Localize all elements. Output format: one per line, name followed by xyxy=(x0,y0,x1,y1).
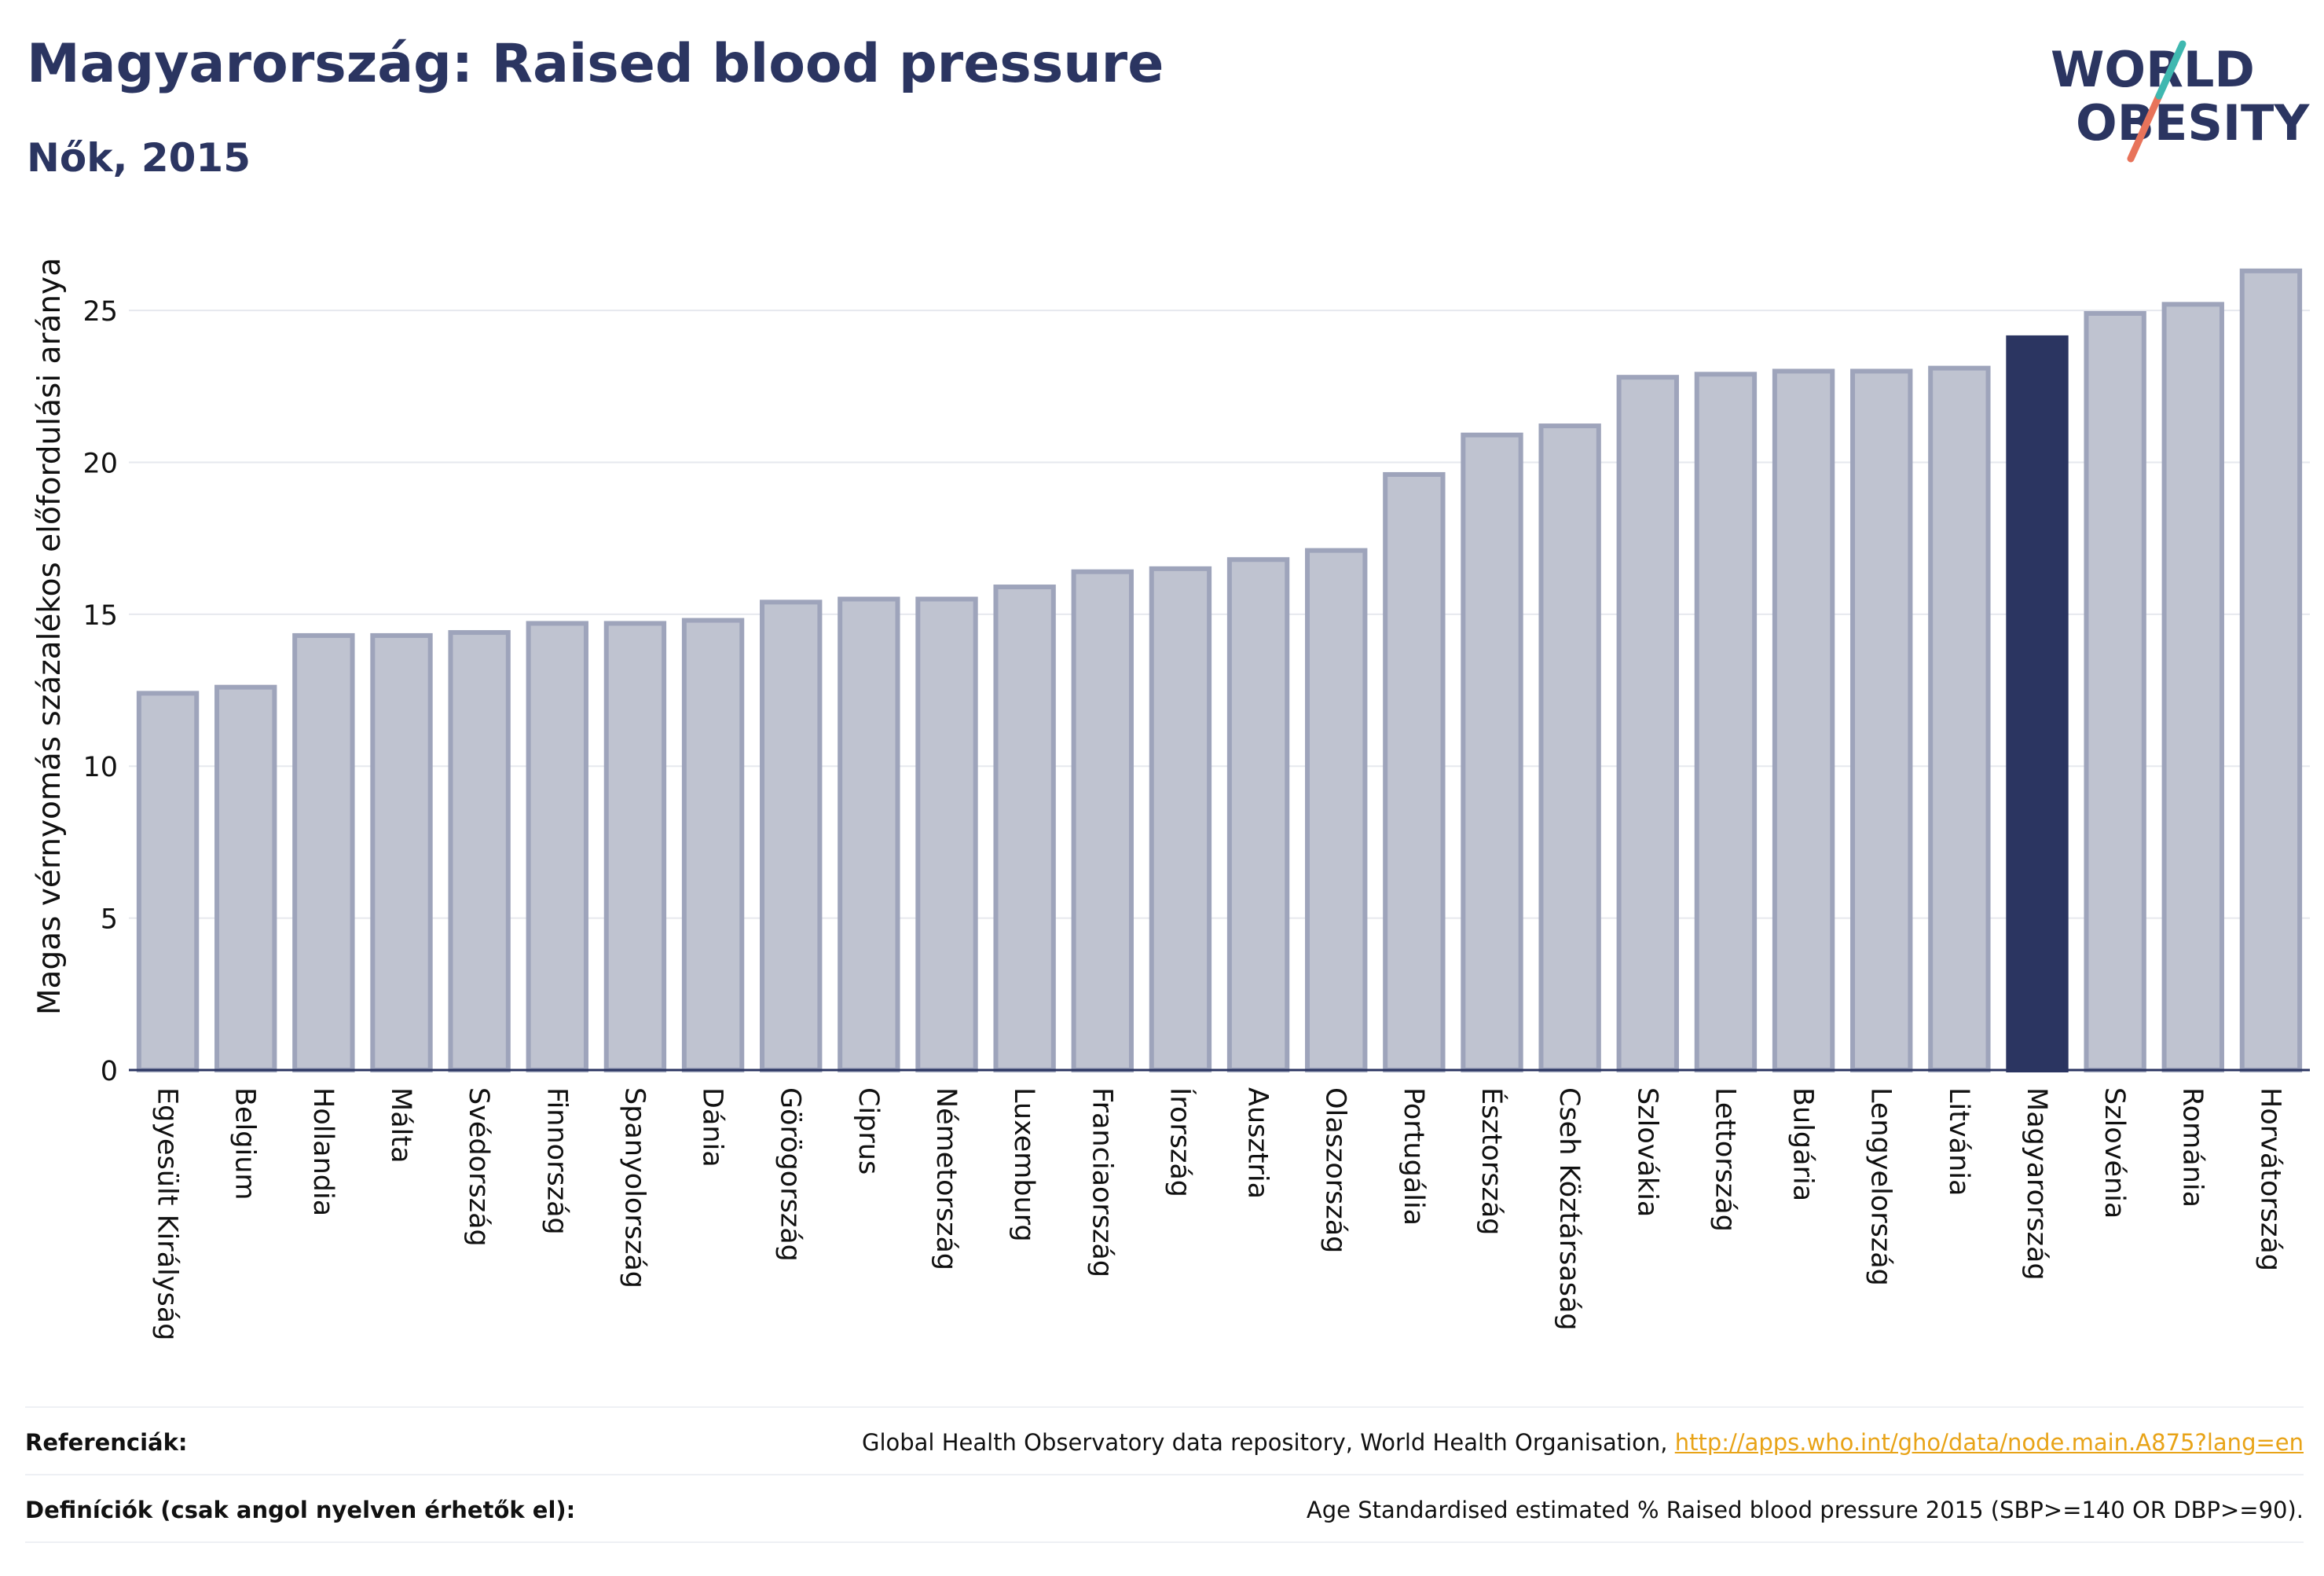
bar[interactable] xyxy=(838,596,900,1072)
definitions-text: Age Standardised estimated % Raised bloo… xyxy=(1306,1497,2304,1523)
bar[interactable] xyxy=(2161,302,2224,1072)
x-tick-label: Ciprus xyxy=(852,1087,884,1175)
bar[interactable] xyxy=(1461,432,1523,1072)
bar[interactable] xyxy=(1928,365,1991,1072)
x-tick-label: Hollandia xyxy=(307,1087,339,1216)
page-title: Magyarország: Raised blood pressure xyxy=(27,33,1164,95)
bar[interactable] xyxy=(1850,368,1913,1072)
bar[interactable] xyxy=(1305,548,1368,1072)
y-tick-label: 5 xyxy=(101,904,118,936)
x-tick-label: Cseh Köztársaság xyxy=(1553,1087,1585,1331)
references-label: Referenciák: xyxy=(25,1429,188,1456)
x-tick-label: Horvátország xyxy=(2254,1087,2286,1271)
x-tick-label: Lengyelország xyxy=(1865,1087,1897,1286)
bar[interactable] xyxy=(681,618,745,1072)
footer-divider-middle xyxy=(25,1474,2304,1475)
x-tick-label: Ausztria xyxy=(1242,1087,1274,1199)
x-tick-label: Finnország xyxy=(541,1087,572,1235)
y-tick-label: 15 xyxy=(82,600,118,632)
x-tick-label: Románia xyxy=(2176,1087,2208,1208)
bar[interactable] xyxy=(292,632,355,1072)
x-tick-label: Svédország xyxy=(463,1087,494,1247)
bar[interactable] xyxy=(1772,368,1835,1072)
references-row: Referenciák: Global Health Observatory d… xyxy=(25,1411,2304,1474)
bar[interactable] xyxy=(1383,471,1446,1072)
bar[interactable] xyxy=(1538,423,1601,1072)
definitions-row: Definíciók (csak angol nyelven érhetők e… xyxy=(25,1479,2304,1541)
bar[interactable] xyxy=(136,691,200,1072)
bar[interactable] xyxy=(760,599,823,1072)
y-tick-label: 25 xyxy=(82,296,118,328)
bar[interactable] xyxy=(214,684,277,1072)
bar[interactable] xyxy=(1616,375,1679,1073)
world-obesity-logo: WORLD OBESITY xyxy=(2051,40,2310,163)
y-tick-label: 10 xyxy=(82,752,118,783)
x-tick-label: Szlovákia xyxy=(1631,1087,1662,1217)
logo-slash-lower xyxy=(2127,92,2163,163)
x-tick-label: Magyarország xyxy=(2021,1087,2052,1281)
x-tick-label: Portugália xyxy=(1398,1087,1429,1226)
x-tick-label: Észtország xyxy=(1475,1087,1508,1236)
bar-chart: 0 5 10 15 20 25 Egyesült Királyság Belgium Holla… xyxy=(32,258,2310,1340)
definitions-label: Definíciók (csak angol nyelven érhetők e… xyxy=(25,1497,576,1523)
x-tick-label: Litvánia xyxy=(1943,1087,1974,1196)
bar[interactable] xyxy=(448,630,511,1072)
bar[interactable] xyxy=(1149,566,1212,1072)
y-axis-label: Magas vérnyomás százalékos előfordulási … xyxy=(32,258,68,1015)
references-link[interactable]: http://apps.who.int/gho/data/node.main.A… xyxy=(1674,1429,2304,1456)
bar[interactable] xyxy=(603,621,667,1072)
bar[interactable] xyxy=(993,585,1056,1072)
x-tick-label: Luxemburg xyxy=(1008,1087,1039,1242)
x-tick-label: Németország xyxy=(930,1087,962,1270)
references-value: Global Health Observatory data repositor… xyxy=(862,1429,2304,1456)
bar[interactable] xyxy=(915,596,978,1072)
y-tick-label: 20 xyxy=(82,448,118,479)
x-tick-label: Málta xyxy=(385,1087,416,1164)
references-text: Global Health Observatory data repositor… xyxy=(861,1429,1675,1456)
x-tick-label: Szlovénia xyxy=(2099,1087,2130,1219)
x-tick-label: Írország xyxy=(1164,1087,1197,1197)
logo-line1: WORLD xyxy=(2051,41,2255,98)
x-tick-label: Görögország xyxy=(775,1087,806,1262)
bar[interactable] xyxy=(1694,372,1758,1072)
x-tick-label: Dánia xyxy=(697,1087,728,1167)
x-tick-label: Belgium xyxy=(229,1087,261,1200)
footer-divider-top xyxy=(25,1406,2304,1408)
x-tick-label: Bulgária xyxy=(1787,1087,1819,1201)
page-subtitle: Nők, 2015 xyxy=(27,135,251,181)
x-tick-label: Egyesült Királyság xyxy=(152,1087,183,1340)
logo-slash-upper xyxy=(2155,40,2187,100)
bar[interactable] xyxy=(2239,268,2303,1072)
bar[interactable] xyxy=(2084,310,2146,1072)
bar[interactable] xyxy=(526,621,588,1072)
bar[interactable] xyxy=(370,632,433,1072)
logo-line2: OBESITY xyxy=(2076,94,2310,152)
footer-divider-bottom xyxy=(25,1541,2304,1543)
x-tick-label: Franciaország xyxy=(1086,1087,1117,1277)
x-tick-label: Spanyolország xyxy=(618,1087,650,1288)
bar-highlighted[interactable] xyxy=(2006,335,2069,1073)
bar[interactable] xyxy=(1071,569,1134,1072)
y-tick-label: 0 xyxy=(101,1056,118,1087)
x-tick-label: Olaszország xyxy=(1320,1087,1351,1253)
bar-layer xyxy=(136,268,2303,1073)
x-tick-label: Lettország xyxy=(1709,1087,1740,1232)
bar[interactable] xyxy=(1226,557,1290,1072)
axis-layer: 0 5 10 15 20 25 Egyesült Királyság Belgium Holla… xyxy=(82,296,2310,1340)
